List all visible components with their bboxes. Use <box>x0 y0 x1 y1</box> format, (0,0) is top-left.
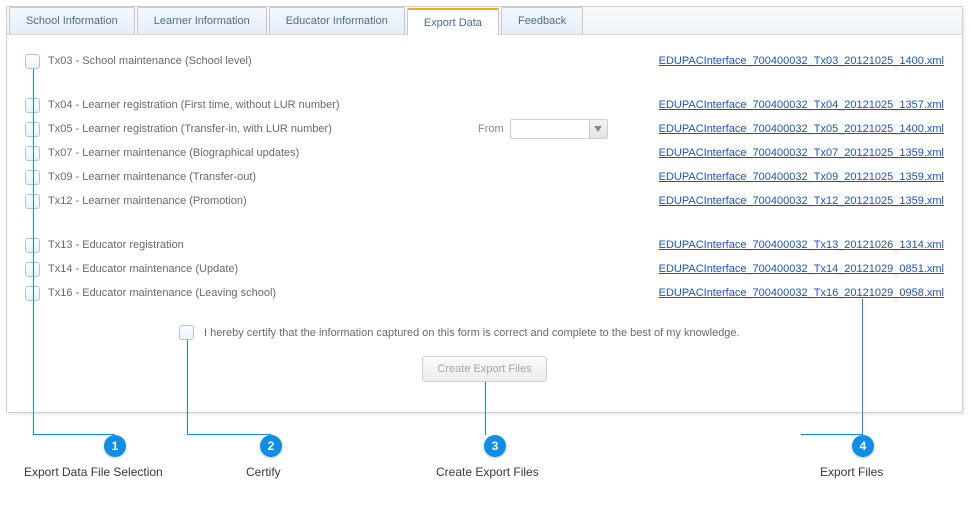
checkbox-tx14[interactable] <box>25 262 40 277</box>
export-row: Tx04 - Learner registration (First time,… <box>25 93 944 117</box>
tab-export-data[interactable]: Export Data <box>407 8 499 35</box>
certify-text: I hereby certify that the information ca… <box>204 327 740 339</box>
button-row: Create Export Files <box>25 356 944 382</box>
annotation-pin-4: 4 <box>852 435 874 457</box>
file-link-tx04[interactable]: EDUPACInterface_700400032_Tx04_20121025_… <box>659 99 944 111</box>
row-label: Tx05 - Learner registration (Transfer-in… <box>48 123 478 135</box>
export-row: Tx16 - Educator maintenance (Leaving sch… <box>25 281 944 305</box>
create-export-files-button[interactable]: Create Export Files <box>422 356 546 382</box>
annotation-label-1: Export Data File Selection <box>24 465 163 479</box>
checkbox-tx12[interactable] <box>25 194 40 209</box>
checkbox-tx13[interactable] <box>25 238 40 253</box>
certify-row: I hereby certify that the information ca… <box>25 325 944 340</box>
row-label: Tx03 - School maintenance (School level) <box>48 55 478 67</box>
tabstrip: School Information Learner Information E… <box>7 7 962 35</box>
export-row: Tx12 - Learner maintenance (Promotion) E… <box>25 189 944 213</box>
file-link-tx05[interactable]: EDUPACInterface_700400032_Tx05_20121025_… <box>659 123 944 135</box>
annotation-pin-3: 3 <box>484 435 506 457</box>
tab-feedback[interactable]: Feedback <box>501 7 583 34</box>
row-label: Tx09 - Learner maintenance (Transfer-out… <box>48 171 478 183</box>
row-label: Tx16 - Educator maintenance (Leaving sch… <box>48 287 478 299</box>
file-link-tx03[interactable]: EDUPACInterface_700400032_Tx03_20121025_… <box>659 55 944 67</box>
checkbox-tx09[interactable] <box>25 170 40 185</box>
chevron-down-icon <box>594 126 602 132</box>
checkbox-tx07[interactable] <box>25 146 40 161</box>
checkbox-certify[interactable] <box>179 325 194 340</box>
file-link-tx09[interactable]: EDUPACInterface_700400032_Tx09_20121025_… <box>659 171 944 183</box>
row-label: Tx13 - Educator registration <box>48 239 478 251</box>
file-link-tx16[interactable]: EDUPACInterface_700400032_Tx16_20121029_… <box>659 287 944 299</box>
export-row: Tx03 - School maintenance (School level)… <box>25 49 944 73</box>
annotation-pin-1: 1 <box>104 435 126 457</box>
checkbox-tx16[interactable] <box>25 286 40 301</box>
export-data-content: Tx03 - School maintenance (School level)… <box>7 35 962 412</box>
file-link-tx12[interactable]: EDUPACInterface_700400032_Tx12_20121025_… <box>659 195 944 207</box>
row-label: Tx12 - Learner maintenance (Promotion) <box>48 195 478 207</box>
export-row: Tx13 - Educator registration EDUPACInter… <box>25 233 944 257</box>
annotation-pin-2: 2 <box>260 435 282 457</box>
export-row: Tx07 - Learner maintenance (Biographical… <box>25 141 944 165</box>
export-row: Tx05 - Learner registration (Transfer-in… <box>25 117 944 141</box>
annotation-label-2: Certify <box>246 465 281 479</box>
export-group-educator: Tx13 - Educator registration EDUPACInter… <box>25 233 944 305</box>
tab-school-information[interactable]: School Information <box>9 7 135 34</box>
checkbox-tx05[interactable] <box>25 122 40 137</box>
annotation-layer: 1 Export Data File Selection 2 Certify 3… <box>6 413 963 489</box>
export-group-school: Tx03 - School maintenance (School level)… <box>25 49 944 73</box>
tab-learner-information[interactable]: Learner Information <box>137 7 267 34</box>
export-row: Tx09 - Learner maintenance (Transfer-out… <box>25 165 944 189</box>
tab-educator-information[interactable]: Educator Information <box>269 7 405 34</box>
from-label: From <box>478 123 504 135</box>
checkbox-tx03[interactable] <box>25 54 40 69</box>
annotation-label-4: Export Files <box>820 465 883 479</box>
combo-dropdown-button[interactable] <box>589 120 607 138</box>
annotation-label-3: Create Export Files <box>436 465 539 479</box>
from-combo[interactable] <box>510 119 608 139</box>
export-data-panel: School Information Learner Information E… <box>6 6 963 413</box>
checkbox-tx04[interactable] <box>25 98 40 113</box>
file-link-tx07[interactable]: EDUPACInterface_700400032_Tx07_20121025_… <box>659 147 944 159</box>
row-label: Tx07 - Learner maintenance (Biographical… <box>48 147 478 159</box>
export-row: Tx14 - Educator maintenance (Update) EDU… <box>25 257 944 281</box>
file-link-tx14[interactable]: EDUPACInterface_700400032_Tx14_20121029_… <box>659 263 944 275</box>
file-link-tx13[interactable]: EDUPACInterface_700400032_Tx13_20121026_… <box>659 239 944 251</box>
row-label: Tx14 - Educator maintenance (Update) <box>48 263 478 275</box>
row-label: Tx04 - Learner registration (First time,… <box>48 99 478 111</box>
export-group-learner: Tx04 - Learner registration (First time,… <box>25 93 944 213</box>
